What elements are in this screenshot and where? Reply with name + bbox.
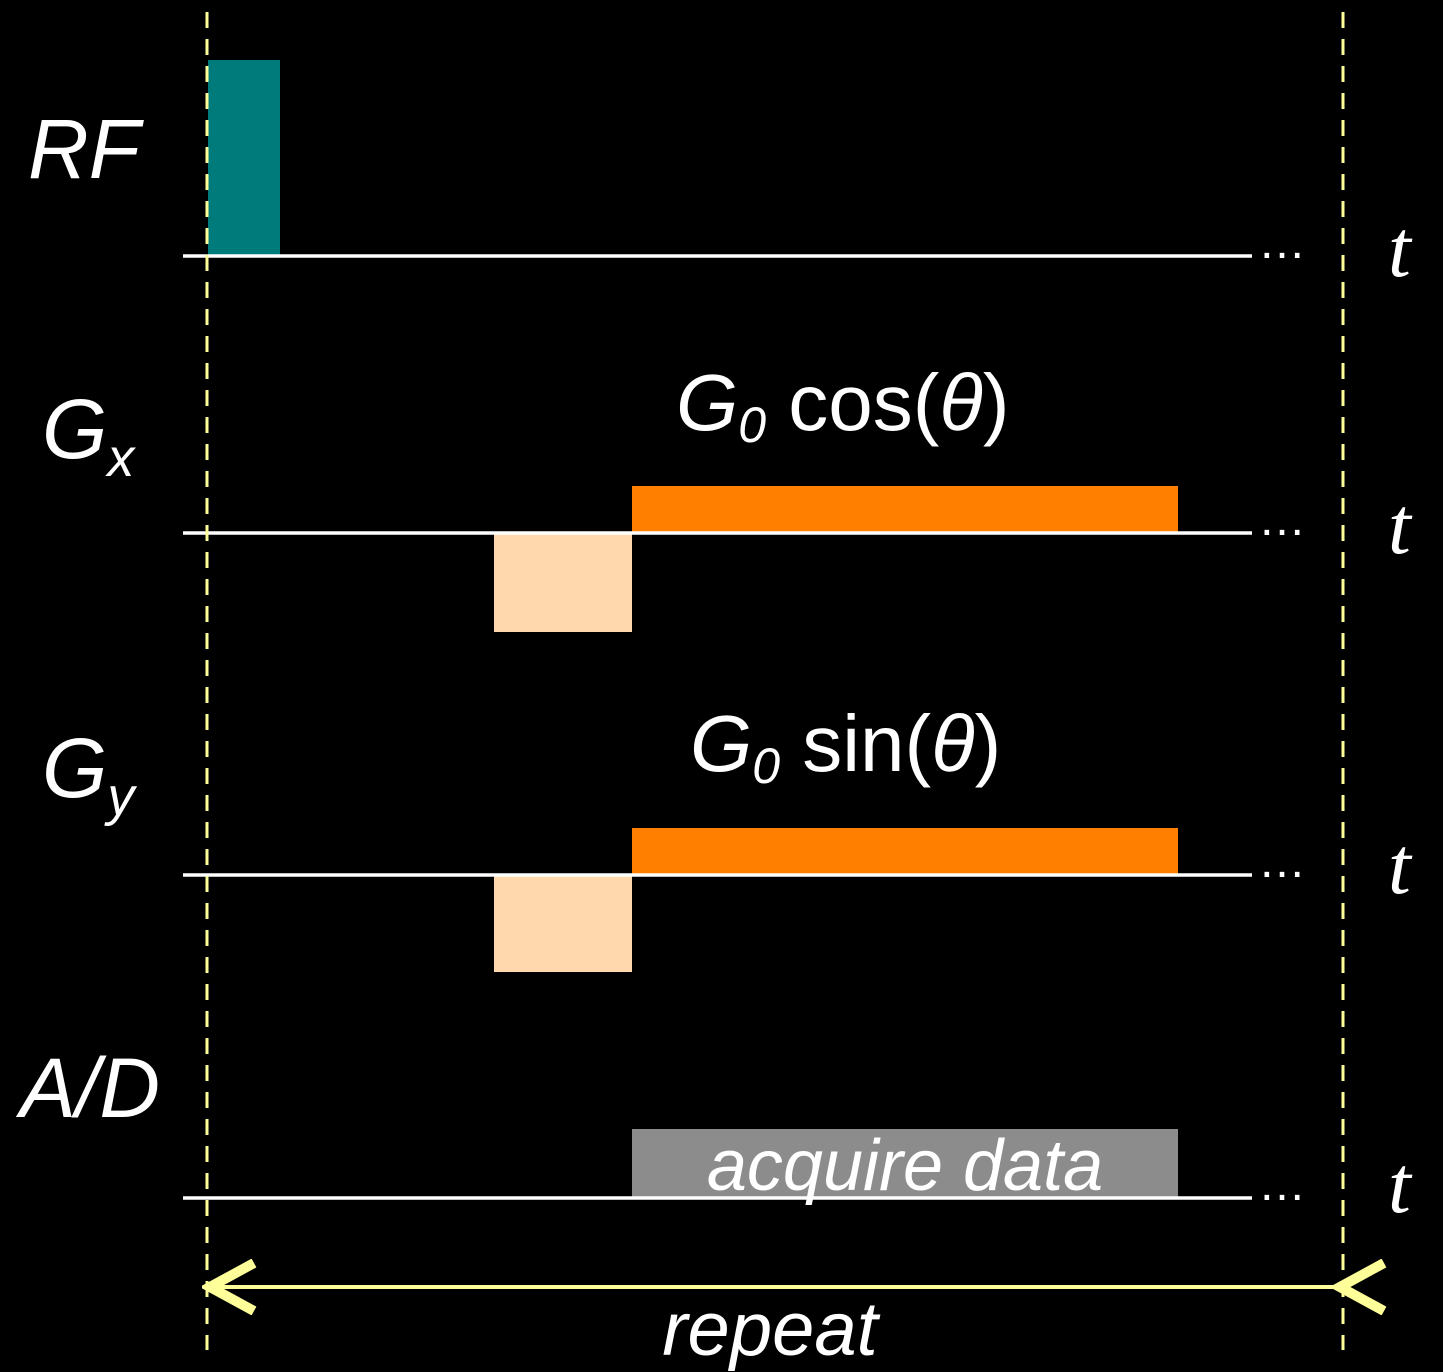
gy-label-sub: y xyxy=(103,767,137,827)
ad-ellipsis: … xyxy=(1258,1158,1306,1211)
gy-readout-gradient xyxy=(632,828,1178,875)
gx-label: Gx xyxy=(42,382,136,488)
gy-annotation: G0 sin(θ) xyxy=(690,699,1001,794)
gx-label-sub: x xyxy=(104,428,136,488)
gy-time-label: t xyxy=(1388,820,1413,911)
rf-ellipsis: … xyxy=(1258,216,1306,269)
gx-ann-close: ) xyxy=(983,358,1010,447)
acquire-data-label: acquire data xyxy=(707,1126,1103,1206)
gx-prephase-lobe xyxy=(494,533,632,632)
rf-label: RF xyxy=(28,102,145,196)
gy-label-main: G xyxy=(42,721,107,815)
rf-pulse xyxy=(208,60,280,256)
acquire-data-block xyxy=(632,1129,1178,1198)
gx-label-main: G xyxy=(42,382,107,476)
gx-ann-func: cos( xyxy=(766,358,940,447)
repeat-label: repeat xyxy=(662,1287,880,1372)
gx-time-label: t xyxy=(1388,480,1413,571)
rf-time-label: t xyxy=(1388,203,1413,294)
gx-annotation: G0 cos(θ) xyxy=(676,358,1009,453)
gy-label: Gy xyxy=(42,721,137,827)
gx-ann-g: G xyxy=(676,358,738,447)
gy-ann-theta: θ xyxy=(931,699,974,788)
gy-ann-func: sin( xyxy=(780,699,931,788)
gx-ann-theta: θ xyxy=(939,358,982,447)
gx-ann-sub: 0 xyxy=(738,397,766,453)
gx-readout-gradient xyxy=(632,486,1178,533)
gx-ellipsis: … xyxy=(1258,493,1306,546)
gy-ann-close: ) xyxy=(975,699,1002,788)
gy-prephase-lobe xyxy=(494,875,632,972)
gy-ann-g: G xyxy=(690,699,752,788)
gy-ellipsis: … xyxy=(1258,835,1306,888)
ad-time-label: t xyxy=(1388,1139,1413,1230)
gy-ann-sub: 0 xyxy=(752,738,780,794)
ad-label: A/D xyxy=(15,1041,160,1135)
